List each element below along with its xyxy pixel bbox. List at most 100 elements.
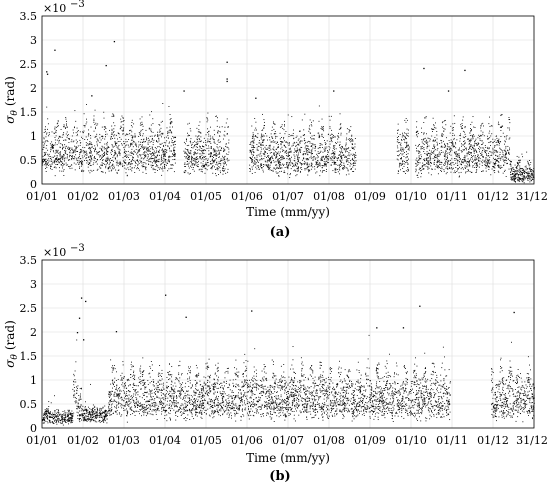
data-point bbox=[347, 155, 349, 157]
data-point bbox=[213, 129, 215, 131]
data-point bbox=[249, 171, 251, 172]
data-point bbox=[466, 165, 468, 167]
data-point bbox=[50, 158, 51, 159]
data-point bbox=[324, 142, 326, 144]
data-point bbox=[50, 147, 52, 149]
data-point bbox=[498, 124, 500, 126]
data-point bbox=[159, 167, 161, 169]
data-point bbox=[425, 117, 427, 119]
data-point bbox=[295, 170, 297, 172]
data-point bbox=[80, 388, 82, 390]
data-point bbox=[79, 161, 81, 163]
data-point bbox=[92, 404, 94, 406]
data-point bbox=[226, 164, 227, 166]
data-point bbox=[282, 141, 284, 143]
data-point bbox=[345, 150, 347, 152]
data-point bbox=[68, 159, 70, 161]
data-point bbox=[352, 147, 354, 149]
data-point bbox=[432, 157, 434, 159]
data-point bbox=[504, 156, 506, 158]
data-point bbox=[104, 417, 106, 419]
data-point bbox=[342, 152, 344, 154]
data-point bbox=[506, 157, 508, 159]
data-point bbox=[88, 129, 90, 131]
data-point bbox=[208, 130, 210, 132]
data-point bbox=[43, 132, 45, 133]
data-point bbox=[340, 151, 342, 153]
data-point bbox=[445, 173, 447, 175]
data-point bbox=[44, 164, 46, 166]
data-point bbox=[418, 150, 420, 152]
data-point bbox=[215, 150, 217, 152]
data-point bbox=[286, 162, 288, 163]
data-point bbox=[253, 145, 255, 147]
data-point bbox=[67, 138, 69, 140]
data-point bbox=[532, 171, 534, 173]
data-point bbox=[221, 169, 223, 171]
data-point bbox=[64, 139, 66, 141]
data-point bbox=[498, 166, 500, 168]
data-point bbox=[402, 150, 404, 152]
data-point bbox=[111, 164, 113, 166]
data-point bbox=[311, 168, 313, 170]
data-point bbox=[90, 148, 92, 150]
data-point bbox=[417, 150, 419, 152]
data-point bbox=[62, 417, 64, 419]
data-point bbox=[63, 139, 65, 141]
data-point bbox=[199, 139, 201, 140]
data-point bbox=[482, 149, 483, 151]
data-point bbox=[52, 150, 54, 152]
data-point bbox=[500, 157, 502, 159]
data-point bbox=[55, 167, 57, 169]
data-point bbox=[485, 158, 487, 160]
data-point bbox=[316, 157, 318, 159]
data-point bbox=[352, 140, 354, 142]
data-point bbox=[450, 171, 452, 173]
data-point bbox=[218, 157, 220, 158]
data-point bbox=[126, 174, 128, 176]
data-point bbox=[333, 163, 335, 165]
data-point bbox=[106, 411, 108, 413]
data-point bbox=[354, 154, 356, 156]
data-point bbox=[147, 142, 149, 144]
data-point bbox=[513, 180, 515, 182]
data-point bbox=[196, 166, 198, 167]
data-point bbox=[335, 162, 337, 163]
data-point bbox=[345, 145, 347, 147]
data-point bbox=[195, 146, 197, 148]
data-point bbox=[156, 151, 158, 153]
data-point bbox=[199, 168, 201, 170]
data-point bbox=[43, 146, 44, 148]
data-point bbox=[141, 121, 143, 123]
data-point bbox=[202, 171, 203, 173]
data-point bbox=[444, 153, 446, 155]
data-point bbox=[86, 118, 87, 120]
data-point bbox=[73, 155, 75, 157]
data-point bbox=[420, 154, 422, 156]
data-point bbox=[500, 167, 502, 169]
data-point bbox=[57, 150, 59, 152]
data-point bbox=[186, 153, 188, 155]
data-point bbox=[163, 155, 165, 157]
data-point bbox=[150, 128, 152, 130]
data-point bbox=[288, 143, 290, 145]
data-point bbox=[464, 127, 466, 129]
data-point bbox=[488, 132, 490, 134]
data-point bbox=[265, 133, 267, 134]
data-point bbox=[287, 165, 289, 167]
data-point bbox=[51, 141, 53, 143]
data-point bbox=[104, 420, 106, 422]
data-point bbox=[518, 169, 520, 171]
data-point bbox=[314, 158, 316, 160]
data-point bbox=[428, 157, 430, 159]
data-point bbox=[217, 147, 219, 149]
data-point bbox=[157, 154, 159, 156]
data-point bbox=[308, 171, 310, 173]
data-point bbox=[468, 162, 470, 164]
data-point bbox=[72, 152, 74, 154]
data-point bbox=[264, 151, 266, 152]
data-point bbox=[90, 126, 92, 128]
data-point bbox=[106, 144, 108, 146]
data-point bbox=[254, 129, 256, 131]
data-point bbox=[401, 149, 403, 151]
